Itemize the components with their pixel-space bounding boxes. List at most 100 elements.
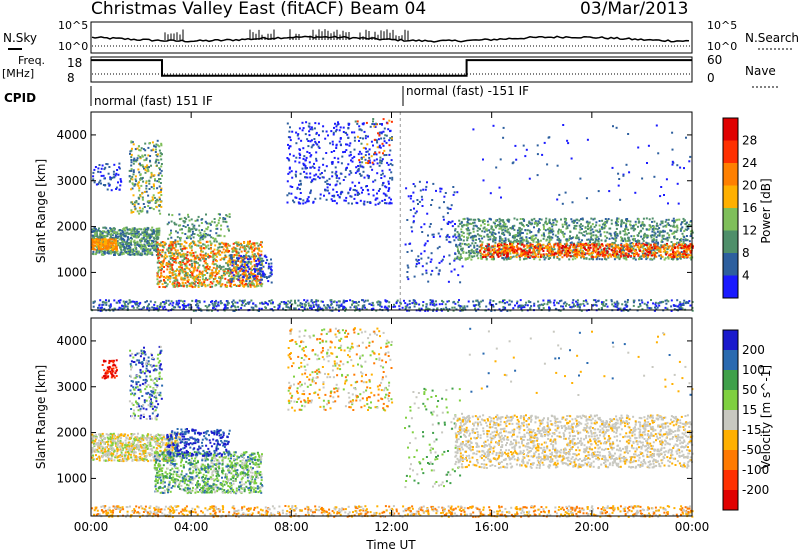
heatmap-cell (564, 221, 567, 223)
heatmap-cell (231, 277, 234, 280)
heatmap-cell (161, 249, 164, 252)
heatmap-cell (605, 221, 608, 224)
heatmap-cell (454, 223, 456, 225)
heatmap-cell (610, 222, 613, 225)
heatmap-cell (250, 243, 253, 245)
heatmap-cell (185, 254, 188, 257)
heatmap-cell (96, 238, 98, 241)
heatmap-cell (358, 181, 361, 184)
heatmap-cell (656, 222, 658, 225)
heatmap-cell (488, 243, 490, 246)
heatmap-cell (286, 180, 289, 183)
heatmap-cell (227, 269, 230, 272)
heatmap-cell (309, 166, 312, 169)
heatmap-cell (256, 263, 259, 266)
heatmap-cell (115, 231, 118, 234)
heatmap-cell (171, 274, 174, 277)
heatmap-cell (547, 243, 550, 246)
heatmap-cell (574, 227, 577, 230)
heatmap-cell (144, 168, 147, 171)
heatmap-cell (135, 160, 138, 163)
heatmap-cell (104, 249, 106, 252)
heatmap-cell (676, 258, 679, 261)
heatmap-cell (386, 161, 389, 164)
heatmap-cell (306, 176, 309, 179)
heatmap-cell (116, 250, 119, 253)
heatmap-cell (424, 188, 427, 191)
heatmap-cell (379, 146, 382, 149)
heatmap-cell (356, 170, 359, 173)
heatmap-cell (251, 265, 254, 268)
heatmap-cell (249, 257, 252, 260)
heatmap-cell (191, 232, 194, 235)
heatmap-cell (243, 245, 246, 248)
heatmap-cell (128, 243, 131, 246)
heatmap-cell (544, 229, 547, 232)
heatmap-cell (269, 266, 272, 269)
heatmap-cell (490, 226, 493, 228)
heatmap-cell (216, 227, 219, 230)
heatmap-cell (227, 264, 230, 267)
heatmap-cell (612, 237, 615, 240)
heatmap-cell (473, 221, 476, 224)
heatmap-cell (598, 242, 601, 245)
heatmap-cell (190, 249, 193, 252)
heatmap-cell (169, 265, 172, 268)
heatmap-cell (513, 234, 516, 237)
heatmap-cell (180, 228, 183, 231)
heatmap-cell (216, 280, 219, 282)
heatmap-cell (267, 280, 270, 283)
heatmap-cell (102, 244, 105, 246)
heatmap-cell (604, 235, 607, 238)
heatmap-cell (222, 217, 225, 219)
heatmap-cell (131, 175, 134, 178)
heatmap-cell (317, 122, 320, 125)
heatmap-cell (141, 192, 144, 195)
heatmap-cell (150, 173, 153, 176)
heatmap-cell (160, 269, 163, 272)
heatmap-cell (419, 189, 422, 192)
heatmap-cell (684, 246, 687, 249)
heatmap-cell (515, 256, 518, 259)
heatmap-cell (196, 219, 199, 222)
heatmap-cell (259, 281, 262, 284)
heatmap-cell (203, 230, 206, 233)
heatmap-cell (215, 240, 218, 243)
heatmap-cell (136, 228, 139, 231)
heatmap-cell (100, 174, 103, 177)
heatmap-cell (585, 230, 587, 233)
heatmap-cell (246, 258, 249, 261)
heatmap-cell (184, 226, 187, 228)
heatmap-cell (631, 238, 634, 241)
heatmap-cell (448, 262, 451, 265)
heatmap-cell (261, 278, 263, 281)
heatmap-cell (667, 256, 669, 259)
heatmap-cell (110, 178, 112, 181)
heatmap-cell (330, 198, 333, 201)
heatmap-cell (256, 252, 259, 255)
heatmap-cell (334, 166, 337, 169)
heatmap-cell (171, 214, 174, 217)
heatmap-cell (599, 234, 602, 237)
heatmap-cell (150, 171, 153, 174)
heatmap-cell (362, 146, 365, 149)
heatmap-cell (502, 257, 505, 260)
heatmap-cell (573, 219, 576, 222)
heatmap-cell (362, 170, 365, 173)
heatmap-cell (458, 233, 461, 236)
heatmap-cell (148, 188, 151, 190)
heatmap-cell (156, 253, 159, 256)
heatmap-cell (119, 246, 122, 249)
heatmap-cell (647, 234, 649, 237)
heatmap-cell (430, 204, 433, 206)
heatmap-cell (203, 274, 205, 276)
heatmap-cell (466, 223, 469, 226)
heatmap-cell (91, 252, 94, 255)
heatmap-cell (180, 217, 183, 220)
heatmap-cell (486, 242, 489, 245)
heatmap-cell (250, 268, 253, 271)
heatmap-cell (137, 196, 140, 199)
heatmap-cell (203, 266, 206, 269)
heatmap-cell (247, 242, 250, 245)
heatmap-cell (366, 185, 368, 187)
